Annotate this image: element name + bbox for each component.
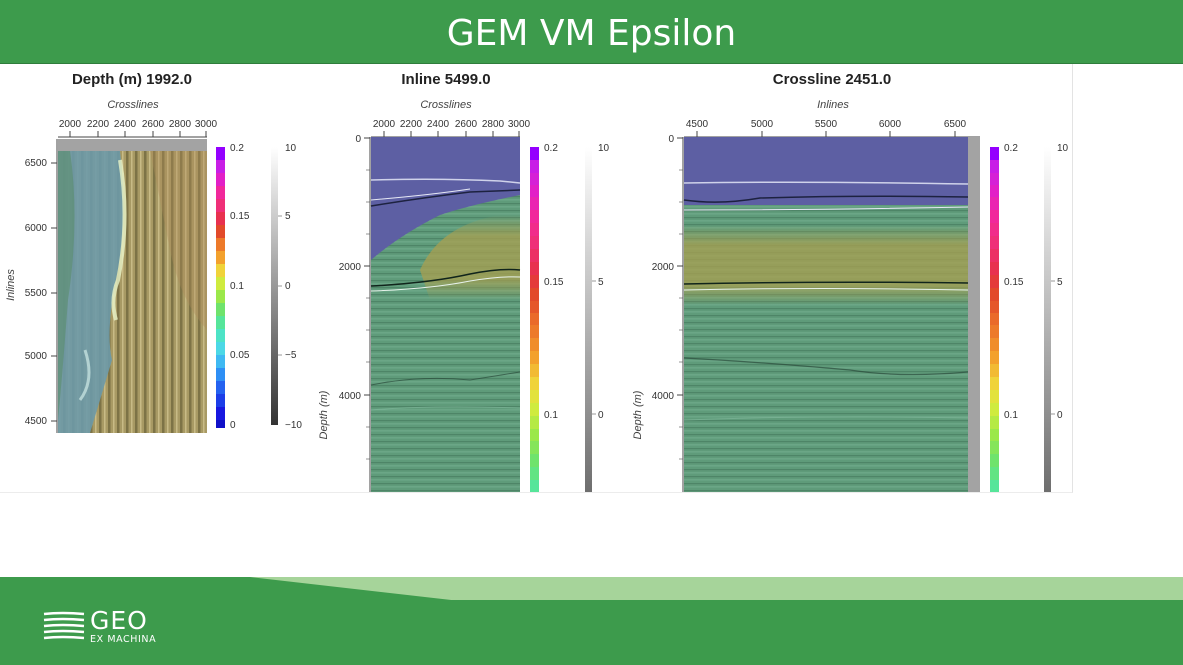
depth-xtick: 2200 <box>87 119 110 130</box>
inline-amp-tick: 10 <box>598 143 610 154</box>
inline-amp-tick: 5 <box>598 277 604 288</box>
depth-vel-tick: 0 <box>230 420 236 431</box>
crossline-ytick: 2000 <box>652 262 675 273</box>
inline-xtick: 2600 <box>455 119 478 130</box>
seismic-figure: Depth (m) 1992.0 Crosslines 2000 2200 24… <box>0 64 1073 493</box>
slide-title: GEM VM Epsilon <box>446 13 737 54</box>
inline-vel-tick: 0.15 <box>544 277 564 288</box>
inline-panel: Inline 5499.0 Crosslines 2000 2200 2400 … <box>318 71 610 492</box>
depth-amp-tick: 5 <box>285 211 291 222</box>
inline-velocity-colorbar: 0.2 0.15 0.1 <box>530 143 564 492</box>
geo-ex-machina-logo: GEO EX MACHINA <box>42 607 182 647</box>
footer-band <box>0 600 1183 665</box>
depth-map-nodata <box>58 139 207 151</box>
inline-xtick: 2400 <box>427 119 450 130</box>
crossline-section-image <box>683 137 980 492</box>
crossline-panel-xlabel: Inlines <box>817 99 849 111</box>
crossline-xtick: 6500 <box>944 119 967 130</box>
crossline-amp-tick: 10 <box>1057 143 1069 154</box>
depth-top-ticks <box>69 131 207 137</box>
crossline-vel-tick: 0.15 <box>1004 277 1024 288</box>
depth-xtick: 2800 <box>169 119 192 130</box>
depth-amp-tick: 0 <box>285 281 291 292</box>
crossline-panel-title: Crossline 2451.0 <box>773 71 891 88</box>
depth-vel-tick: 0.2 <box>230 143 244 154</box>
crossline-xtick: 4500 <box>686 119 709 130</box>
inline-ytick: 4000 <box>339 391 362 402</box>
inline-amplitude-colorbar: 10 5 0 <box>585 143 610 492</box>
depth-panel: Depth (m) 1992.0 Crosslines 2000 2200 24… <box>5 71 302 433</box>
crossline-ytick: 4000 <box>652 391 675 402</box>
depth-xtick: 3000 <box>195 119 218 130</box>
depth-panel-ylabel: Inlines <box>5 269 17 301</box>
depth-xtick: 2600 <box>142 119 165 130</box>
crossline-xtick: 5000 <box>751 119 774 130</box>
crossline-amplitude-colorbar: 10 5 0 <box>1044 143 1069 492</box>
crossline-xtick: 5500 <box>815 119 838 130</box>
depth-velocity-colorbar: 0.2 0.15 0.1 0.05 0 <box>216 143 250 431</box>
crossline-amp-tick: 5 <box>1057 277 1063 288</box>
inline-vel-tick: 0.2 <box>544 143 558 154</box>
inline-amp-tick: 0 <box>598 410 604 421</box>
inline-panel-ylabel: Depth (m) <box>318 390 330 439</box>
logo-stripes-icon <box>43 611 85 640</box>
inline-xtick: 2800 <box>482 119 505 130</box>
crossline-vel-tick: 0.2 <box>1004 143 1018 154</box>
depth-ytick: 4500 <box>25 416 48 427</box>
inline-xtick: 2000 <box>373 119 396 130</box>
depth-amp-tick: −5 <box>285 350 297 361</box>
inline-xtick: 2200 <box>400 119 423 130</box>
depth-vel-tick: 0.15 <box>230 211 250 222</box>
logo-subtext: EX MACHINA <box>90 634 157 645</box>
depth-amp-tick: 10 <box>285 143 297 154</box>
depth-xtick: 2000 <box>59 119 82 130</box>
inline-vel-tick: 0.1 <box>544 410 558 421</box>
inline-panel-title: Inline 5499.0 <box>401 71 490 88</box>
footer-wedge <box>0 577 460 601</box>
crossline-velocity-colorbar: 0.2 0.15 0.1 <box>990 143 1024 492</box>
crossline-amp-tick: 0 <box>1057 410 1063 421</box>
crossline-vel-tick: 0.1 <box>1004 410 1018 421</box>
depth-amp-tick: −10 <box>285 420 302 431</box>
depth-panel-xlabel: Crosslines <box>107 99 159 111</box>
depth-ytick: 5000 <box>25 351 48 362</box>
inline-xtick: 3000 <box>508 119 531 130</box>
depth-vel-tick: 0.1 <box>230 281 244 292</box>
inline-ytick: 2000 <box>339 262 362 273</box>
depth-ytick: 6000 <box>25 223 48 234</box>
logo-text: GEO <box>90 606 148 635</box>
inline-panel-xlabel: Crosslines <box>420 99 472 111</box>
crossline-panel: Crossline 2451.0 Inlines 4500 5000 5500 … <box>632 71 1069 492</box>
depth-xtick: 2400 <box>114 119 137 130</box>
crossline-xtick: 6000 <box>879 119 902 130</box>
depth-vel-tick: 0.05 <box>230 350 250 361</box>
crossline-ytick: 0 <box>668 134 674 145</box>
depth-amplitude-colorbar: 10 5 0 −5 −10 <box>271 143 302 431</box>
depth-ytick: 5500 <box>25 288 48 299</box>
crossline-panel-ylabel: Depth (m) <box>632 390 644 439</box>
depth-panel-title: Depth (m) 1992.0 <box>72 71 192 88</box>
inline-section-image <box>370 137 521 492</box>
depth-ytick: 6500 <box>25 158 48 169</box>
title-bar <box>0 0 1183 64</box>
inline-ytick: 0 <box>355 134 361 145</box>
